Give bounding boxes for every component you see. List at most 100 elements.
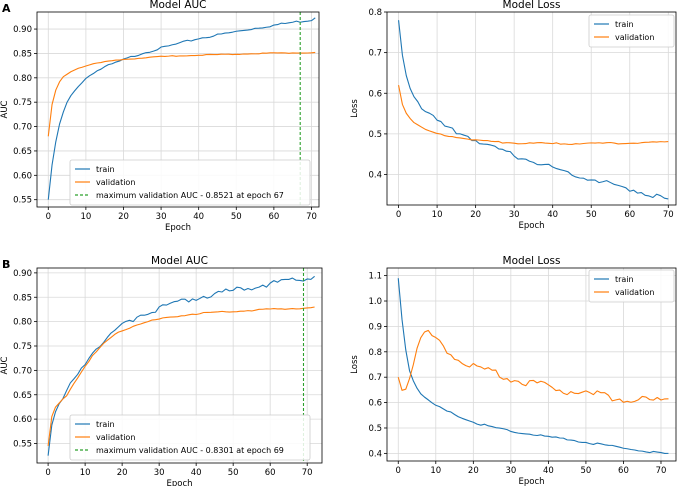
legend: train validation maximum validation AUC - … [69,159,311,206]
y-tick-label: 0.60 [13,415,32,425]
x-tick-label: 0 [396,210,401,220]
y-tick-label: 0.80 [13,318,32,328]
legend-entry: train [615,275,634,284]
plot-frame [386,11,677,206]
y-tick-label: 0.75 [13,342,32,352]
y-tick-label: 0.70 [13,123,32,133]
y-axis-label: Loss [350,99,360,118]
x-tick-label: 30 [156,212,167,222]
y-tick-label: 0.8 [368,8,382,18]
x-tick-label: 30 [505,466,516,476]
y-tick-label: 0.5 [368,130,382,140]
y-axis-label: AUC [0,356,10,374]
x-tick-label: 0 [45,468,50,478]
x-tick-label: 30 [509,210,520,220]
x-tick-label: 70 [306,212,317,222]
legend-entry: validation [96,178,135,187]
chart-title: Model AUC [151,255,208,267]
x-tick-label: 70 [656,466,667,476]
y-tick-label: 0.6 [368,89,382,99]
chart-title: Model Loss [503,0,561,11]
x-tick-label: 60 [265,468,276,478]
legend-entry: maximum validation AUC - 0.8521 at epoch… [96,191,284,200]
x-tick-label: 60 [618,466,629,476]
chart-title: Model Loss [503,255,561,267]
y-tick-label: 0.75 [13,98,32,108]
chart-title: Model AUC [149,0,206,11]
series-line-train [397,278,669,454]
legend-entry: maximum validation AUC - 0.8301 at epoch… [96,446,284,455]
x-tick-label: 70 [302,468,313,478]
y-tick-label: 0.65 [13,147,32,157]
y-tick-label: 1.1 [368,272,382,282]
x-tick-label: 10 [80,212,91,222]
y-tick-label: 0.4 [368,171,382,181]
y-tick-label: 0.80 [13,74,32,84]
y-tick-label: 0.55 [13,196,32,206]
y-tick-label: 0.8 [368,348,382,358]
y-tick-label: 0.85 [13,49,32,59]
y-tick-label: 0.5 [368,424,382,434]
series-line-validation [47,51,316,137]
y-axis-label: AUC [0,100,10,118]
legend: train validation maximum validation AUC - … [69,414,311,461]
legend-entry: train [96,165,115,174]
x-tick-label: 20 [468,466,479,476]
plot-frame [36,11,320,208]
y-tick-label: 0.85 [13,293,32,303]
y-tick-label: 0.7 [368,49,382,59]
y-axis-label: Loss [350,355,360,374]
x-tick-label: 60 [624,210,635,220]
plot-frame [36,267,323,464]
legend-entry: validation [615,33,654,42]
x-tick-label: 40 [543,466,554,476]
plot-frame [386,267,677,462]
x-axis-label: Epoch [165,223,191,233]
y-tick-label: 0.9 [368,322,382,332]
y-tick-label: 1.0 [368,297,382,307]
y-tick-label: 0.6 [368,399,382,409]
series-line-validation [397,329,669,403]
x-axis-label: Epoch [166,479,192,486]
y-tick-label: 0.7 [368,373,382,383]
x-tick-label: 0 [46,212,51,222]
x-tick-label: 40 [191,468,202,478]
legend-entry: validation [615,288,654,297]
x-axis-label: Epoch [518,221,544,231]
legend: train validation [588,269,675,303]
legend-box [588,14,675,48]
panel-label-a: A [2,2,11,15]
x-tick-label: 50 [581,466,592,476]
series-line-train [47,17,316,200]
legend-box [69,159,311,206]
x-axis-label: Epoch [518,477,544,486]
chart-A-auc: 0 10 20 30 40 50 60 70 0.55 0.60 0.65 0.70 0.75 0.80 0… [0,0,320,233]
legend: train validation [588,14,675,48]
x-tick-label: 70 [663,210,674,220]
x-tick-label: 50 [231,212,242,222]
x-tick-label: 10 [432,210,443,220]
chart-B-auc: 0 10 20 30 40 50 60 70 0.55 0.60 0.65 0.70 0.75 0.80 0… [0,255,323,486]
x-tick-label: 40 [193,212,204,222]
y-tick-label: 0.4 [368,449,382,459]
x-tick-label: 50 [586,210,597,220]
x-tick-label: 10 [80,468,91,478]
y-tick-label: 0.60 [13,171,32,181]
x-tick-label: 20 [470,210,481,220]
series-line-validation [47,306,315,447]
legend-entry: validation [96,433,135,442]
y-tick-label: 0.65 [13,391,32,401]
series-line-validation [398,85,669,145]
y-tick-label: 0.70 [13,366,32,376]
x-tick-label: 10 [430,466,441,476]
y-tick-label: 0.90 [13,269,32,279]
chart-B-loss: 0 10 20 30 40 50 60 70 0.4 0.5 0.6 0.7 0.8 0.9 1.0 1.1 M… [350,255,677,486]
legend-entry: train [96,420,115,429]
x-tick-label: 60 [268,212,279,222]
chart-A-loss: 0 10 20 30 40 50 60 70 0.4 0.5 0.6 0.7 0.8 Model Loss… [350,0,677,231]
x-tick-label: 20 [117,468,128,478]
x-tick-label: 40 [547,210,558,220]
x-tick-label: 0 [396,466,401,476]
series-line-train [398,20,669,200]
